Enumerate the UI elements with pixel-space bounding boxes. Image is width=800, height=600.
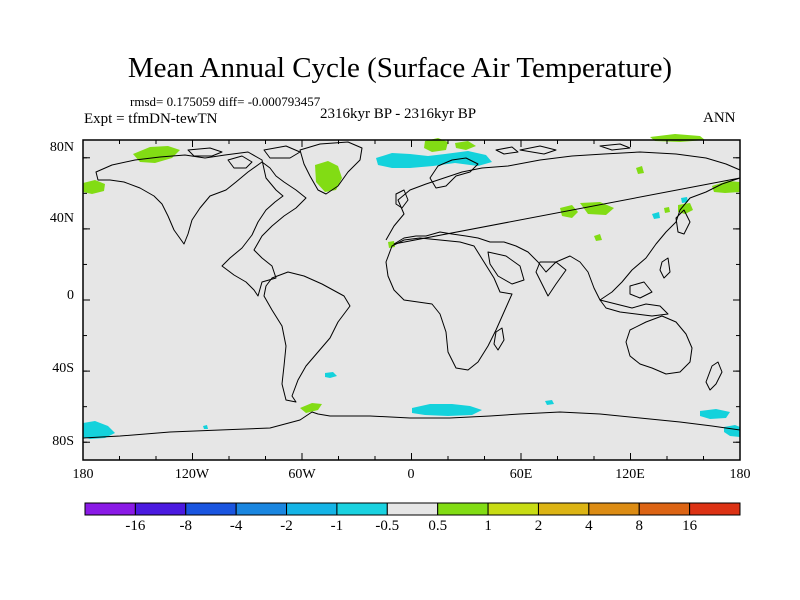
colorbar-box: [336, 502, 388, 516]
x-tick-label-0: 0: [407, 467, 415, 482]
colorbar-box: [286, 502, 338, 516]
southern-ocean-cyan-patch: [412, 404, 482, 416]
colorbar-label: -4: [229, 518, 243, 534]
china-green-dot: [594, 234, 602, 241]
australia-coastline: [625, 315, 693, 375]
x-tick-label-60w: 60W: [288, 467, 316, 482]
madagascar-coastline: [493, 327, 505, 351]
siberia-islands-coastline: [495, 143, 631, 155]
y-tick-label-40s: 40S: [52, 361, 74, 376]
japan-green-patch: [678, 203, 693, 214]
x-tick-label-120w: 120W: [174, 467, 210, 482]
plot-title: Mean Annual Cycle (Surface Air Temperatu…: [127, 52, 673, 84]
antarctic-west-cyan-patch: [83, 421, 115, 439]
africa-coastline: [385, 237, 513, 371]
time-period-label: 2316kyr BP - 2316kyr BP: [320, 106, 477, 122]
north-atlantic-green-dot: [388, 241, 395, 248]
colorbar-box: [487, 502, 539, 516]
arctic-green-patch: [424, 138, 448, 152]
arabia-coastline: [487, 251, 525, 285]
season-label: ANN: [703, 110, 736, 126]
north-america-coastline: [95, 151, 307, 297]
y-tick-label-80s: 80S: [52, 434, 74, 449]
antarctica-coastline: [82, 411, 741, 439]
south-atlantic-cyan-patch: [325, 372, 337, 378]
rmsd-diff-stats: rmsd= 0.175059 diff= -0.000793457: [130, 94, 321, 109]
x-tick-label-120e: 120E: [615, 467, 645, 482]
greenland-green-patch: [315, 161, 342, 192]
antarctic-east-cyan-patch: [700, 409, 730, 419]
colorbar-label: 16: [682, 518, 698, 534]
eurasia-coastline: [385, 151, 741, 301]
north-pacific-cyan-dot: [652, 212, 660, 219]
siberia-green-dot: [636, 166, 644, 174]
kamchatka-cyan-dot: [681, 197, 688, 203]
colorbar-label: 8: [635, 518, 643, 534]
colorbar: [84, 502, 741, 516]
colorbar-label: -2: [280, 518, 293, 534]
negative-anomaly-regions: [83, 151, 740, 439]
arctic-green-patch-2: [455, 141, 476, 150]
colorbar-box: [638, 502, 691, 516]
antarctic-peninsula-green-patch: [300, 403, 322, 413]
colorbar-box: [84, 502, 136, 516]
y-tick-label-80n: 80N: [49, 140, 74, 155]
colorbar-label: 2: [534, 518, 543, 534]
colorbar-label: 0.5: [428, 518, 448, 534]
positive-anomaly-regions: [83, 134, 740, 413]
axis-ticks: [82, 140, 741, 460]
southern-ocean-cyan-dot: [545, 400, 554, 405]
central-asia-green-patch: [560, 205, 578, 218]
bering-green-patch: [83, 180, 105, 194]
arctic-islands-coastline: [187, 145, 301, 169]
central-asia-green-patch-2: [580, 202, 614, 215]
colorbar-label: -1: [330, 518, 344, 534]
y-tick-label-40n: 40N: [49, 211, 74, 226]
map-background: [83, 140, 740, 460]
antarctic-cyan-dot: [203, 425, 208, 429]
colorbar-label: 1: [484, 518, 492, 534]
greenland-coastline: [299, 141, 363, 195]
x-tick-label-60e: 60E: [509, 467, 533, 482]
coastlines: [82, 141, 741, 439]
colorbar-box: [386, 502, 439, 516]
new-zealand-coastline: [705, 361, 723, 391]
colorbar-box: [134, 502, 187, 516]
colorbar-box: [185, 502, 237, 516]
colorbar-label: -8: [179, 518, 193, 534]
x-tick-label-180w: 180: [72, 467, 94, 482]
north-pacific-green-dot: [664, 207, 670, 213]
y-tick-label-0: 0: [67, 288, 74, 303]
colorbar-label: 4: [585, 518, 593, 534]
scandinavia-coastline: [429, 157, 479, 189]
south-america-coastline: [263, 271, 351, 403]
colorbar-box: [588, 502, 640, 516]
india-coastline: [535, 261, 567, 297]
colorbar-label: -16: [125, 518, 146, 534]
southeast-asia-islands-coastline: [599, 257, 671, 317]
x-tick-label-180e: 180: [729, 467, 751, 482]
scandinavia-cyan-patch: [376, 151, 492, 168]
colorbar-box: [235, 502, 288, 516]
japan-coastline: [675, 209, 691, 235]
colorbar-box: [689, 502, 741, 516]
british-isles-coastline: [395, 189, 409, 209]
colorbar-box: [437, 502, 489, 516]
colorbar-label: -0.5: [375, 518, 400, 534]
colorbar-box: [537, 502, 590, 516]
northeast-asia-green-patch: [712, 181, 740, 193]
experiment-label: Expt = tfmDN-tewTN: [84, 111, 218, 127]
